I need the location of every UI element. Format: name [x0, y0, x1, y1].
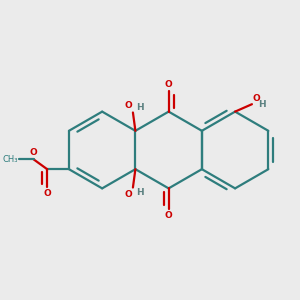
Text: CH₃: CH₃ — [3, 155, 18, 164]
Text: O: O — [124, 190, 132, 199]
Text: O: O — [165, 211, 172, 220]
Text: O: O — [165, 80, 172, 89]
Text: O: O — [30, 148, 38, 157]
Text: O: O — [43, 190, 51, 199]
Text: H: H — [136, 188, 144, 197]
Text: H: H — [258, 100, 265, 109]
Text: O: O — [253, 94, 261, 103]
Text: H: H — [136, 103, 144, 112]
Text: O: O — [124, 101, 132, 110]
